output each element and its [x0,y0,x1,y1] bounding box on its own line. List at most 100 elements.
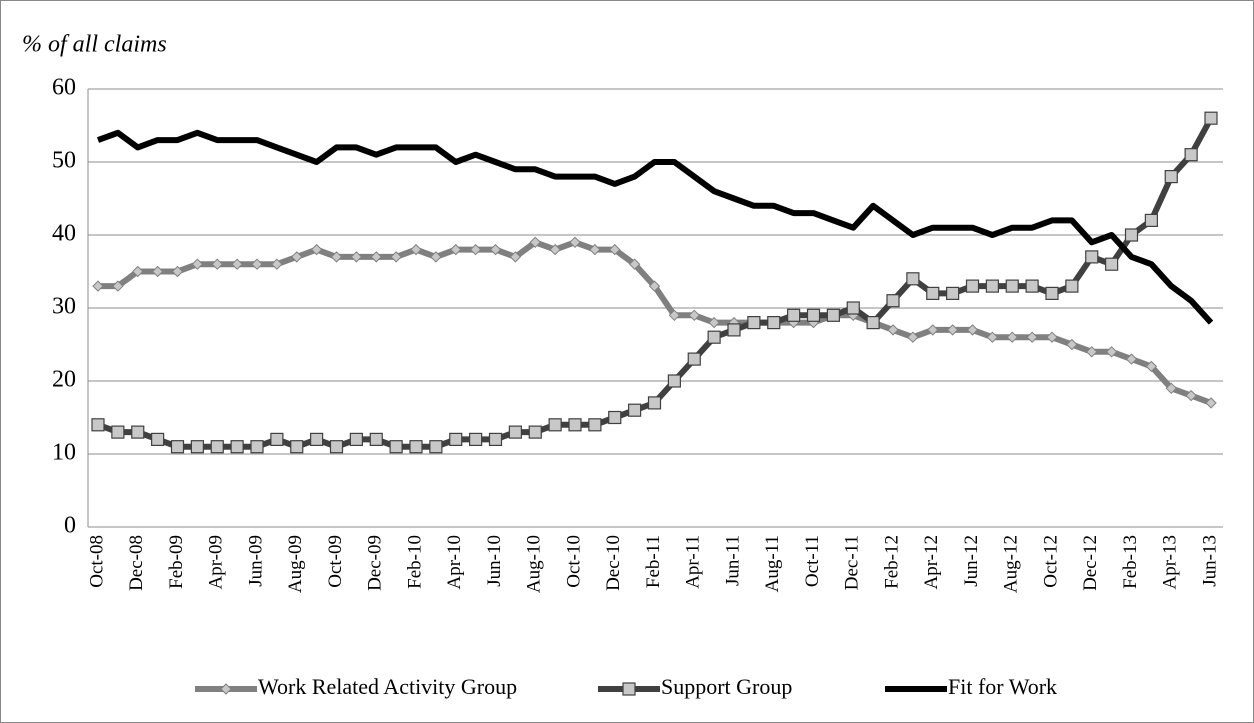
diamond-marker [330,251,343,263]
square-marker [946,286,960,300]
square-marker [270,432,284,446]
diamond-marker [946,324,959,336]
square-marker [568,418,582,432]
square-marker [866,316,880,330]
y-tick-label: 30 [52,294,76,320]
square-marker [369,432,383,446]
diamond-marker [927,324,939,336]
legend-label: Fit for Work [948,674,1057,699]
square-marker [349,432,363,446]
diamond-marker [251,258,263,270]
square-marker [111,425,125,439]
diamond-marker [628,258,641,270]
diamond-marker [489,243,502,256]
diamond-marker [220,683,232,695]
x-tick-label: Jun-11 [722,535,743,586]
diamond-marker [1066,338,1078,351]
chart-title: % of all claims [22,32,167,58]
square-marker [469,432,483,446]
x-tick-label: Oct-12 [1040,535,1061,588]
diamond-marker [688,309,700,322]
diamond-marker [211,258,223,270]
diamond-marker [589,243,601,256]
square-marker [290,440,304,454]
diamond-marker [271,258,283,270]
square-marker [151,432,165,446]
series-line [96,129,1214,325]
square-marker [1105,257,1119,271]
square-marker [91,418,105,432]
y-tick-label: 50 [52,148,76,174]
x-tick-label: Apr-12 [921,535,942,590]
diamond-marker [529,236,541,249]
square-marker [687,352,701,366]
square-marker [727,323,741,337]
square-marker [806,308,821,322]
square-marker [449,432,463,446]
x-tick-label: Oct-11 [802,535,823,587]
square-marker [1204,111,1218,125]
square-marker [528,425,542,439]
diamond-marker [1165,382,1177,395]
diamond-marker [410,243,422,256]
diamond-marker [92,280,104,292]
diamond-marker [708,316,720,329]
diamond-marker [907,331,919,343]
square-marker [508,425,522,439]
diamond-marker [1205,397,1217,409]
diamond-marker [310,243,323,256]
square-marker [190,440,204,454]
diamond-marker [1086,346,1098,358]
x-tick-label: Oct-09 [325,535,346,588]
x-tick-label: Oct-08 [86,535,107,588]
square-marker [210,440,224,454]
x-tick-label: Apr-11 [683,535,704,589]
diamond-marker [887,324,899,336]
square-marker [329,440,344,454]
square-marker [429,440,443,454]
square-marker [1085,250,1099,264]
square-marker [409,440,423,454]
x-tick-label: Aug-11 [762,535,783,592]
square-marker [1045,286,1059,300]
square-marker [131,425,145,439]
x-tick-label: Dec-08 [126,535,147,591]
diamond-marker [1006,331,1018,343]
diamond-marker [549,243,561,256]
x-tick-label: Feb-10 [404,535,425,589]
square-marker [170,440,185,454]
diamond-marker [430,251,442,263]
diamond-marker [648,280,661,292]
diamond-marker [469,243,482,256]
legend-label: Work Related Activity Group [258,674,517,699]
diamond-marker [171,265,184,278]
square-marker [488,432,503,446]
x-tick-label: Feb-09 [166,535,187,589]
x-tick-label: Apr-13 [1160,535,1181,590]
y-tick-label: 20 [52,367,76,393]
square-marker [622,682,636,696]
diamond-marker [1026,331,1038,343]
diamond-marker [966,324,979,336]
square-marker [707,330,721,344]
diamond-marker [191,258,204,270]
square-marker [1164,170,1178,184]
x-tick-label: Dec-10 [603,535,624,591]
x-tick-label: Jun-09 [245,535,266,587]
square-marker [747,316,761,330]
square-marker [667,374,681,388]
x-tick-label: Feb-12 [881,535,902,589]
diamond-marker [1046,331,1058,343]
x-tick-label: Jun-13 [1199,535,1220,587]
diamond-marker [390,251,402,263]
x-tick-label: Oct-10 [563,535,584,588]
y-tick-label: 40 [52,221,76,247]
x-tick-label: Feb-13 [1120,535,1141,589]
square-marker [389,440,403,454]
x-tick-label: Dec-11 [842,535,863,590]
diamond-marker [509,251,522,263]
x-tick-label: Dec-09 [365,535,386,591]
square-marker [767,316,781,330]
square-marker [310,432,324,446]
